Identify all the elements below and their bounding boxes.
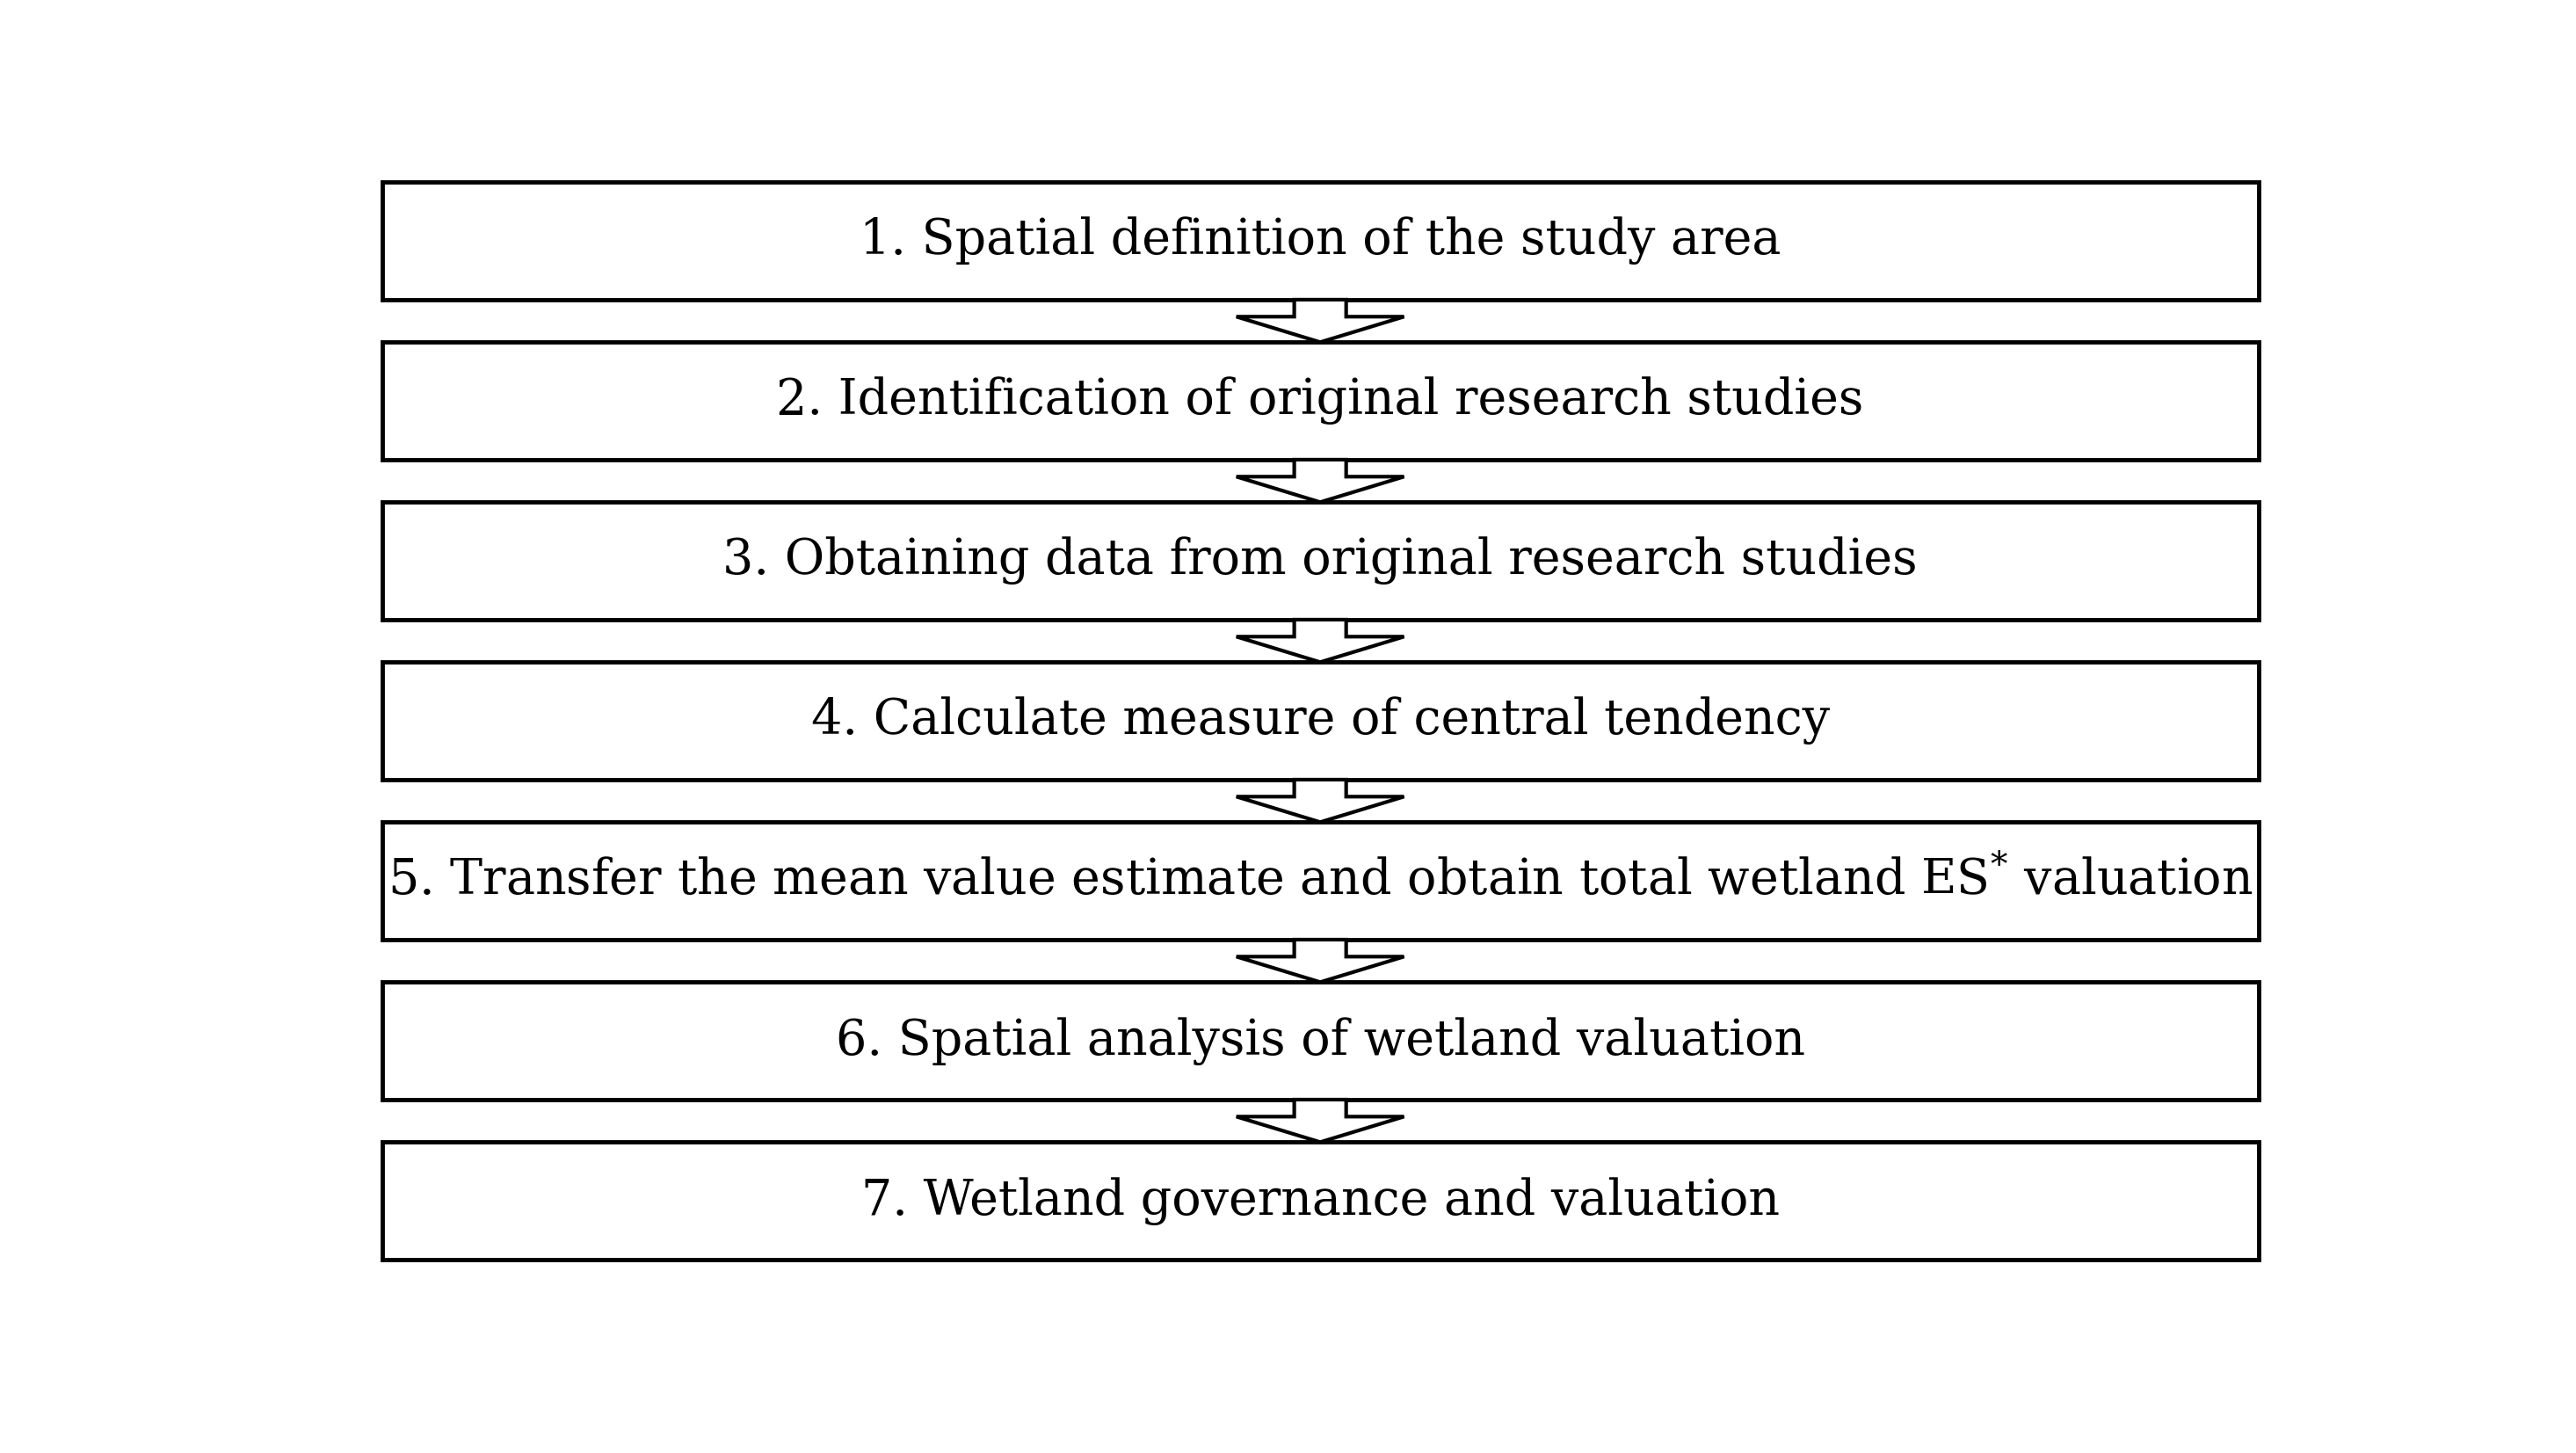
Polygon shape: [1236, 780, 1404, 822]
Bar: [381, 182, 2259, 299]
Bar: [381, 982, 2259, 1100]
Polygon shape: [1236, 1100, 1404, 1142]
Polygon shape: [1236, 459, 1404, 503]
Polygon shape: [1236, 940, 1404, 982]
Text: 6. Spatial analysis of wetland valuation: 6. Spatial analysis of wetland valuation: [835, 1017, 1806, 1065]
Bar: [381, 341, 2259, 459]
Bar: [381, 503, 2259, 619]
Polygon shape: [1236, 299, 1404, 341]
Text: 3. Obtaining data from original research studies: 3. Obtaining data from original research…: [724, 536, 1917, 586]
Polygon shape: [1236, 619, 1404, 663]
Text: 7. Wetland governance and valuation: 7. Wetland governance and valuation: [860, 1177, 1780, 1225]
Text: 2. Identification of original research studies: 2. Identification of original research s…: [775, 376, 1865, 424]
Text: 5. Transfer the mean value estimate and obtain total wetland ES$^{\mathregular{*: 5. Transfer the mean value estimate and …: [386, 856, 2254, 905]
Bar: [381, 663, 2259, 780]
Text: 4. Calculate measure of central tendency: 4. Calculate measure of central tendency: [811, 697, 1829, 745]
Text: 1. Spatial definition of the study area: 1. Spatial definition of the study area: [860, 216, 1780, 264]
Bar: [381, 822, 2259, 940]
Bar: [381, 1142, 2259, 1260]
